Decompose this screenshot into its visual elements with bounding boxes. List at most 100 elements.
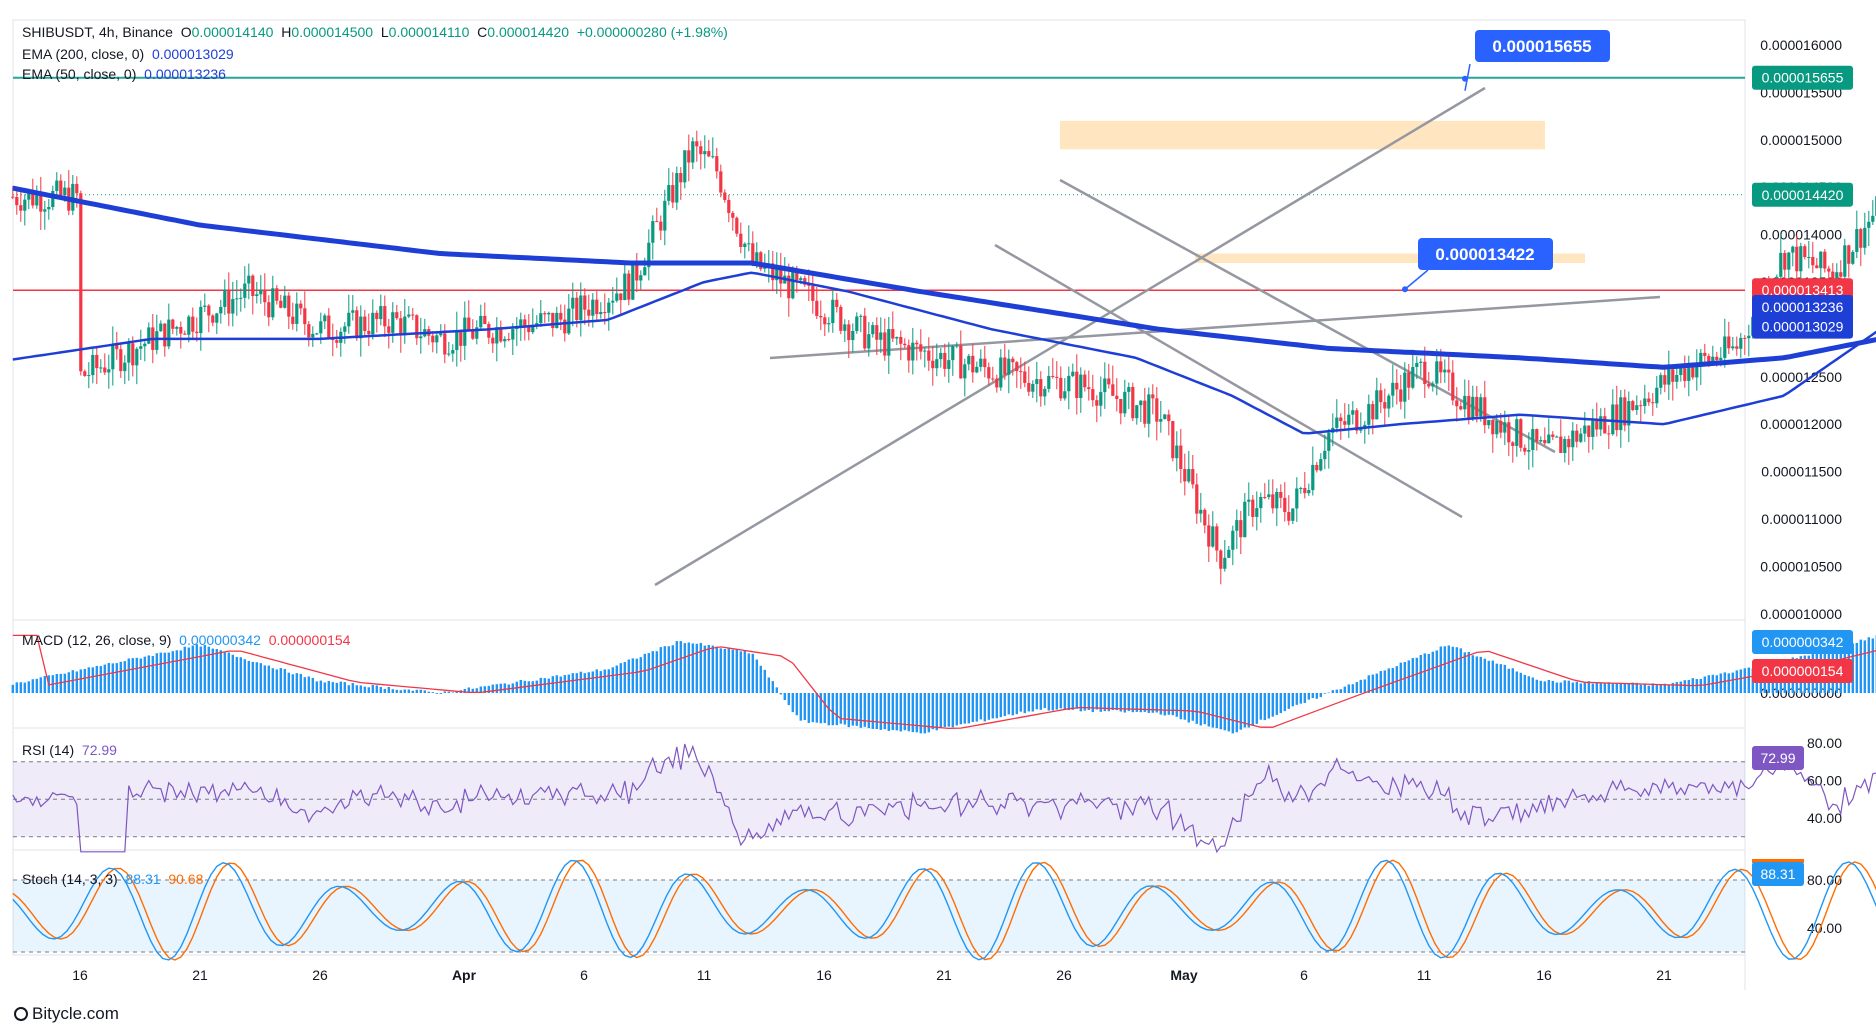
macd-bar — [1195, 693, 1198, 724]
ema50-legend[interactable]: EMA (50, close, 0) 0.000013236 — [22, 66, 226, 82]
candle-body — [1323, 450, 1327, 460]
candle-body — [1203, 509, 1207, 526]
macd-bar — [1271, 693, 1274, 717]
macd-bar — [147, 655, 150, 693]
macd-bar — [1423, 653, 1426, 693]
macd-bar — [619, 663, 622, 693]
candle-body — [723, 192, 727, 200]
candle-body — [1135, 405, 1139, 419]
candle-body — [1687, 366, 1691, 381]
stoch-legend[interactable]: Stoch (14, 3, 3) 88.31 90.68 — [22, 871, 204, 887]
macd-bar — [1591, 683, 1594, 693]
candle-body — [1807, 256, 1811, 258]
macd-bar — [1203, 693, 1206, 725]
ema200-line — [12, 185, 1876, 370]
macd-legend[interactable]: MACD (12, 26, close, 9) 0.000000342 0.00… — [22, 632, 351, 648]
macd-bar — [1227, 693, 1230, 732]
macd-bar — [463, 689, 466, 693]
candle-body — [811, 285, 815, 301]
macd-bar — [483, 686, 486, 693]
candle-body — [179, 327, 183, 334]
macd-bar — [943, 693, 946, 727]
macd-bar — [175, 650, 178, 693]
macd-bar — [1235, 693, 1238, 733]
macd-bar — [107, 663, 110, 693]
macd-bar — [1651, 683, 1654, 693]
candle-body — [999, 357, 1003, 388]
price-label-text: 0.000014420 — [1762, 187, 1844, 203]
rsi-value-label-bg — [1752, 746, 1804, 770]
macd-bar — [83, 668, 86, 693]
time-tick-label: 21 — [936, 967, 952, 983]
candle-body — [1567, 439, 1571, 448]
candle-body — [1855, 229, 1859, 252]
macd-bar — [1127, 693, 1130, 711]
macd-bar — [847, 693, 850, 728]
macd-bar — [711, 645, 714, 693]
candle-body — [1195, 484, 1199, 514]
candle-body — [1247, 499, 1251, 502]
macd-bar — [1551, 680, 1554, 693]
macd-bar — [987, 693, 990, 720]
candle-body — [1079, 374, 1083, 399]
macd-bar — [1443, 646, 1446, 693]
macd-bar — [1115, 693, 1118, 711]
price-tick-label: 0.000011500 — [1761, 464, 1842, 480]
stoch-tick-label: 40.00 — [1807, 920, 1842, 936]
candle-body — [111, 343, 115, 370]
macd-bar — [1743, 668, 1746, 693]
candle-body — [63, 187, 67, 196]
candle-body — [1227, 549, 1231, 558]
price-tick-label: 0.000015000 — [1760, 132, 1842, 148]
candle-body — [1583, 425, 1587, 434]
macd-bar — [151, 656, 154, 693]
resistance-zone-mid — [1195, 253, 1585, 264]
macd-bar — [935, 693, 938, 731]
macd-bar — [1043, 693, 1046, 709]
macd-bar — [539, 677, 542, 693]
candle-body — [191, 316, 195, 332]
macd-bar — [383, 688, 386, 693]
rsi-tick-label: 40.00 — [1807, 810, 1842, 826]
macd-bar — [159, 652, 162, 693]
candle-body — [711, 156, 715, 158]
macd-bar — [327, 680, 330, 693]
macd-bar — [1011, 693, 1014, 716]
candle-body — [1175, 445, 1179, 459]
candle-body — [903, 343, 907, 346]
macd-bar — [819, 693, 822, 724]
macd-bar — [427, 691, 430, 693]
symbol-label[interactable]: SHIBUSDT, 4h, Binance — [22, 24, 173, 40]
candle-body — [1867, 221, 1871, 228]
macd-bar — [411, 690, 414, 693]
candle-body — [199, 306, 203, 334]
macd-bar — [27, 681, 30, 693]
rsi-legend[interactable]: RSI (14) 72.99 — [22, 742, 117, 758]
macd-bar — [219, 650, 222, 693]
candle-body — [1747, 335, 1751, 339]
macd-bar — [811, 693, 814, 723]
candle-body — [683, 150, 687, 183]
macd-bar — [1487, 660, 1490, 693]
ema200-legend[interactable]: EMA (200, close, 0) 0.000013029 — [22, 46, 234, 62]
macd-bar — [731, 649, 734, 693]
macd-bar — [1267, 693, 1270, 719]
candle-body — [647, 242, 651, 268]
candle-body — [1155, 398, 1159, 422]
candle-body — [1143, 400, 1147, 424]
candle-body — [571, 297, 575, 309]
macd-bar — [131, 658, 134, 693]
macd-bar — [123, 661, 126, 693]
candle-body — [531, 324, 535, 333]
macd-bar — [959, 693, 962, 725]
macd-bar — [975, 693, 978, 722]
candle-body — [1871, 215, 1875, 222]
macd-bar — [1383, 670, 1386, 693]
candle-body — [543, 313, 547, 315]
macd-bar — [835, 693, 838, 726]
macd-bar — [363, 686, 366, 693]
time-tick-label: 21 — [1656, 967, 1672, 983]
macd-bar — [283, 668, 286, 693]
candle-body — [1399, 389, 1403, 402]
